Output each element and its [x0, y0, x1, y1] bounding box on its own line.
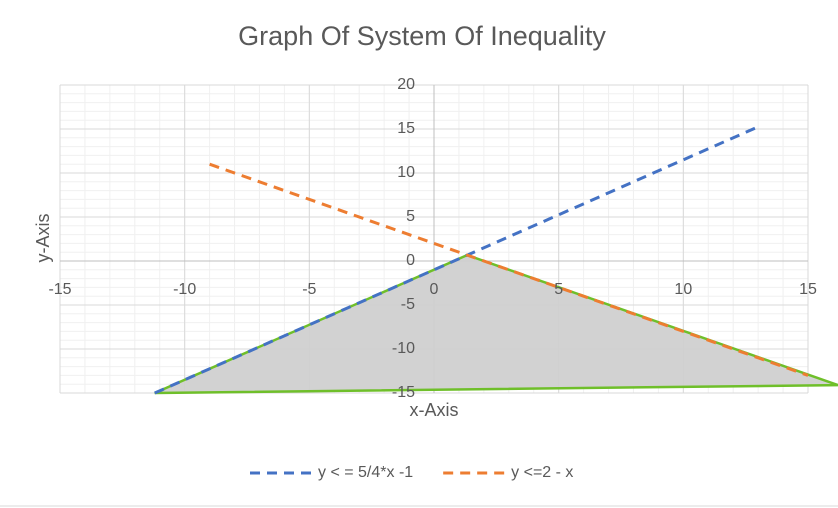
y-tick-label: 0: [406, 252, 415, 269]
chart-title: Graph Of System Of Inequality: [238, 21, 606, 51]
y-tick-label: 20: [397, 76, 415, 93]
y-tick-label: -5: [401, 296, 415, 313]
series-line: [154, 125, 759, 395]
y-tick-label: -10: [392, 340, 415, 357]
series-line: [209, 162, 809, 377]
x-tick-label: 15: [799, 281, 817, 298]
y-tick-label: 10: [397, 164, 415, 181]
y-tick-label: 15: [397, 120, 415, 137]
x-tick-label: 0: [430, 281, 439, 298]
y-tick-label: 5: [406, 208, 415, 225]
x-tick-label: -5: [302, 281, 316, 298]
legend-label: y <=2 - x: [511, 464, 573, 481]
x-tick-label: 10: [674, 281, 692, 298]
x-tick-label: -10: [173, 281, 196, 298]
legend-label: y < = 5/4*x -1: [318, 464, 413, 481]
y-axis-label: y-Axis: [33, 214, 53, 263]
legend: y < = 5/4*x -1 y <=2 - x: [250, 464, 573, 481]
x-axis-label: x-Axis: [410, 400, 459, 420]
x-tick-label: 5: [554, 281, 563, 298]
y-tick-label: -15: [392, 384, 415, 401]
x-tick-label: -15: [48, 281, 71, 298]
